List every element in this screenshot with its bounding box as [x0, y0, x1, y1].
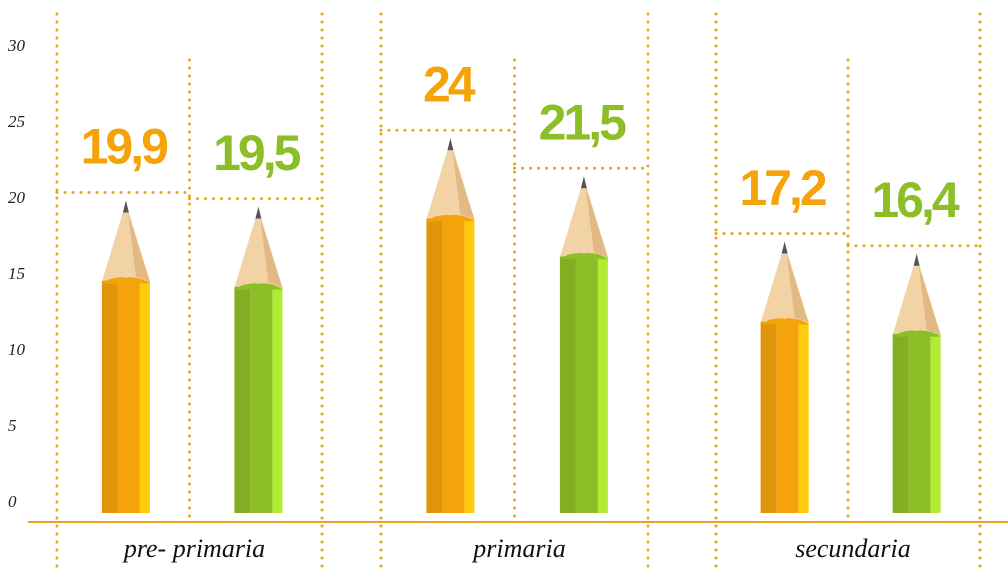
pencil-body-left [760, 321, 777, 513]
pencil-cap [559, 252, 608, 260]
y-tick-label: 25 [8, 112, 25, 131]
pencil-cap [892, 329, 941, 337]
x-tick-label: pre- primaria [122, 534, 265, 563]
pencil-body-left [101, 280, 118, 513]
pencil-body-mid [250, 286, 273, 513]
pencil-lead [913, 253, 920, 266]
pencil-body-right [597, 256, 608, 513]
pencil-bar [760, 241, 809, 513]
pencil-body-left [559, 256, 576, 513]
pencil-body-left [892, 333, 909, 513]
value-label: 16,4 [871, 172, 960, 228]
pencil-body-right [930, 333, 941, 513]
y-tick-label: 10 [8, 340, 26, 359]
pencil-lead [122, 200, 129, 213]
pencil-wood-shade [786, 253, 809, 323]
pencil-wood-shade [127, 212, 150, 282]
pencil-lead [255, 206, 262, 219]
pencil-body-right [798, 321, 809, 513]
pencil-bar [234, 206, 283, 513]
value-label: 19,5 [213, 125, 301, 181]
pencil-wood-shade [918, 265, 941, 335]
pencil-cap [760, 317, 809, 325]
pencil-body-right [464, 218, 475, 513]
x-tick-label: secundaria [795, 534, 911, 563]
pencil-body-mid [117, 280, 140, 513]
pencil-lead [580, 176, 587, 189]
pencil-body-mid [575, 256, 598, 513]
y-tick-label: 30 [7, 36, 26, 55]
pencil-cap [101, 276, 150, 284]
pencil-cap [426, 214, 475, 222]
x-tick-label: primaria [471, 534, 565, 563]
pencil-lead [781, 241, 788, 254]
pencil-lead [447, 138, 454, 151]
pencil-wood-shade [452, 150, 475, 220]
pencil-bar [426, 138, 475, 513]
pencil-body-left [234, 286, 251, 513]
pencil-body-mid [442, 218, 465, 513]
value-label: 17,2 [739, 160, 826, 216]
pencil-bar [892, 253, 941, 513]
pencil-bar [101, 200, 150, 513]
y-tick-label: 5 [8, 416, 17, 435]
value-label: 19,9 [81, 119, 168, 175]
pencil-body-mid [908, 333, 931, 513]
y-tick-label: 20 [8, 188, 26, 207]
pencil-wood-shade [260, 218, 283, 288]
pencil-body-left [426, 218, 443, 513]
value-label: 21,5 [539, 94, 627, 150]
pencil-body-mid [776, 321, 799, 513]
pencil-body-right [272, 286, 283, 513]
pencil-cap [234, 282, 283, 290]
pencil-bar [559, 176, 608, 513]
y-tick-label: 0 [8, 492, 17, 511]
pencil-body-right [139, 280, 150, 513]
y-tick-label: 15 [8, 264, 25, 283]
value-label: 24 [423, 56, 476, 112]
pencil-wood-shade [585, 188, 608, 258]
